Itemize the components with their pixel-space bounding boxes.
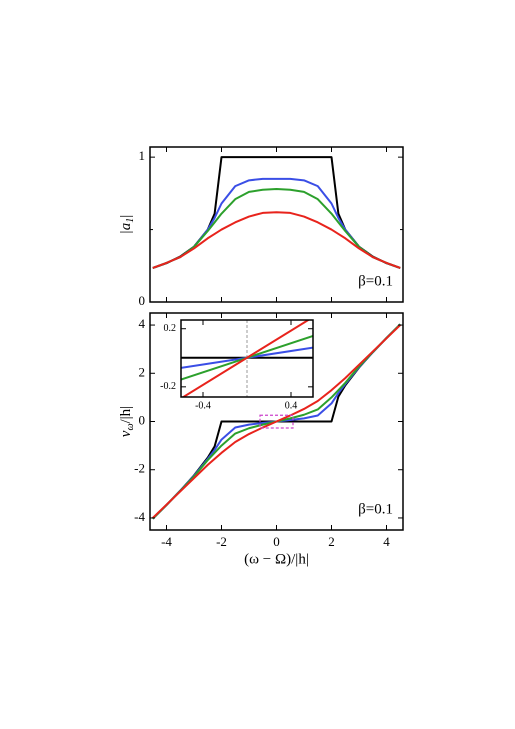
y-tick-label: -0.2 <box>160 381 176 392</box>
panel: -4 -2 0 2 4 -4 -2 0 2 4 β=0.1 (ω − Ω)/|h| νω/|h| <box>118 312 404 567</box>
x-axis-label: (ω − Ω)/|h| <box>244 551 309 567</box>
y-label-tail: | <box>118 215 134 218</box>
data-line <box>152 177 401 269</box>
plot-area <box>152 156 401 270</box>
frame <box>180 319 314 398</box>
x-tick-label: 0.4 <box>285 400 298 411</box>
data-line <box>152 188 401 269</box>
x-tick-label: -2 <box>216 534 227 549</box>
plot-area <box>181 320 313 397</box>
y-tick-label: 0 <box>139 293 146 308</box>
panel: -0.4 0.4 -0.2 0.2 <box>160 319 314 411</box>
y-tick-label: 4 <box>139 316 146 331</box>
y-label-main: ν <box>118 430 134 437</box>
x-tick-label: 0 <box>273 534 280 549</box>
x-tick-label: -0.4 <box>195 400 211 411</box>
annotation: β=0.1 <box>358 501 393 517</box>
inset-region <box>259 414 294 429</box>
y-label-main: |a <box>118 223 134 235</box>
y-tick-label: -4 <box>134 509 145 524</box>
y-tick-label: -2 <box>134 461 145 476</box>
x-tick-label: 4 <box>383 534 390 549</box>
y-axis-label: |a1| <box>118 215 136 235</box>
x-tick-label: -4 <box>161 534 172 549</box>
data-line <box>152 324 401 519</box>
y-tick-label: 1 <box>139 148 146 163</box>
y-label-sub: ω <box>125 423 136 430</box>
annotation: β=0.1 <box>358 273 393 289</box>
data-line <box>181 320 311 397</box>
y-tick-label: 0.2 <box>164 323 177 334</box>
y-label-sub: 1 <box>125 218 136 223</box>
panel: 01β=0.1|a1| <box>118 146 404 308</box>
y-tick-label: 0 <box>139 412 146 427</box>
y-label-tail: /|h| <box>118 406 134 424</box>
x-tick-label: 2 <box>328 534 335 549</box>
y-tick-label: 2 <box>139 364 146 379</box>
y-axis-label: νω/|h| <box>118 406 136 437</box>
plot-area <box>152 323 401 520</box>
data-line <box>152 211 401 269</box>
